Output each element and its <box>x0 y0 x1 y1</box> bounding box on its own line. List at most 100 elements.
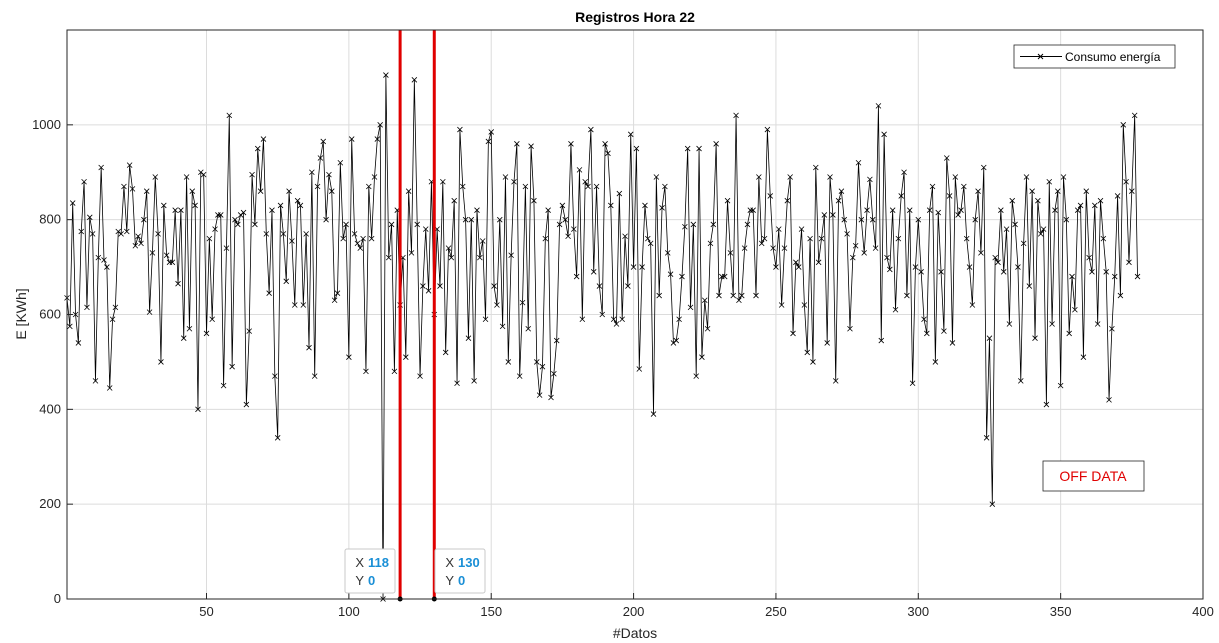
data-point-marker <box>952 174 959 180</box>
data-point-marker <box>966 264 973 270</box>
data-point-marker <box>738 292 745 299</box>
data-point-marker <box>975 188 981 194</box>
data-point-marker <box>576 167 583 173</box>
data-point-marker <box>627 131 634 138</box>
data-point-marker <box>724 197 731 204</box>
data-point-marker <box>505 359 512 365</box>
data-point-marker <box>682 223 688 230</box>
data-point-marker <box>1083 188 1090 194</box>
data-point-marker <box>1109 325 1115 332</box>
data-point-marker <box>616 190 623 197</box>
data-point-marker <box>303 231 309 237</box>
data-point-marker <box>795 264 802 270</box>
data-point-marker <box>146 309 153 315</box>
datatip-y-value: 0 <box>368 573 375 588</box>
data-point-marker <box>608 202 614 209</box>
data-point-marker <box>943 155 950 161</box>
data-point-marker <box>403 354 409 360</box>
data-point-marker <box>875 103 882 109</box>
data-point-marker <box>753 292 759 299</box>
data-point-marker <box>813 164 819 171</box>
data-point-marker <box>847 325 853 332</box>
data-point-marker <box>129 186 136 192</box>
data-point-marker <box>721 273 728 280</box>
data-point-marker <box>869 216 876 223</box>
data-point-marker <box>425 288 432 294</box>
datatip-x-label: X <box>355 555 364 570</box>
data-point-marker <box>417 373 423 379</box>
data-point-marker <box>588 126 594 133</box>
data-point-marker <box>1080 354 1087 360</box>
datatip-2[interactable]: X 130 Y 0 <box>434 548 486 594</box>
x-tick-label: 350 <box>1050 604 1072 619</box>
data-point-marker <box>328 188 335 194</box>
data-point-marker <box>269 207 275 213</box>
data-point-marker <box>149 250 156 256</box>
data-point-marker <box>388 221 395 228</box>
data-point-marker <box>955 212 961 218</box>
data-point-marker <box>929 183 936 190</box>
data-point-marker <box>730 292 737 299</box>
datatip-x-value: 118 <box>368 555 389 570</box>
data-point-marker <box>775 226 782 232</box>
data-point-marker <box>978 250 984 256</box>
data-point-marker <box>770 245 776 251</box>
data-point-marker <box>1003 226 1010 232</box>
data-point-marker <box>585 183 591 190</box>
data-point-marker <box>346 354 352 360</box>
y-axis-title: E [KWh] <box>13 288 29 339</box>
data-point-marker <box>343 221 349 228</box>
data-point-marker <box>887 266 893 273</box>
data-point-marker <box>676 316 682 323</box>
data-point-marker <box>1012 221 1018 228</box>
data-point-marker <box>656 292 662 299</box>
data-point-marker <box>516 373 523 379</box>
data-point-marker <box>508 252 514 259</box>
datatips-layer: X 118 Y 0 X 130 Y 0 <box>344 548 486 594</box>
data-point-marker <box>488 129 495 135</box>
data-point-marker <box>1017 378 1024 384</box>
data-point-marker <box>331 297 338 304</box>
data-point-marker <box>479 238 486 244</box>
data-point-marker <box>1111 273 1118 280</box>
data-point-marker <box>203 330 210 337</box>
data-point-marker <box>289 238 295 244</box>
legend[interactable]: Consumo energía <box>1013 44 1176 69</box>
datatip-1[interactable]: X 118 Y 0 <box>344 548 396 594</box>
data-point-marker <box>690 221 697 228</box>
data-point-marker <box>1120 122 1127 128</box>
datatip-y-label: Y <box>355 573 364 588</box>
data-point-marker <box>383 72 389 78</box>
data-point-marker <box>727 250 734 256</box>
chart-title: Registros Hora 22 <box>575 9 695 25</box>
data-point-marker <box>95 254 102 261</box>
data-point-marker <box>650 411 657 417</box>
data-point-marker <box>317 155 324 161</box>
data-point-marker <box>533 359 540 365</box>
data-point-marker <box>684 145 691 152</box>
data-point-marker <box>1117 292 1124 299</box>
data-point-marker <box>86 214 93 221</box>
data-point-marker <box>918 269 924 275</box>
data-point-marker <box>921 316 927 323</box>
data-point-marker <box>605 150 611 157</box>
data-point-marker <box>1035 197 1041 204</box>
off-data-annotation: OFF DATA <box>1042 460 1145 492</box>
data-point-marker <box>422 226 429 232</box>
data-point-marker <box>659 205 665 211</box>
data-point-marker <box>98 164 104 171</box>
data-point-marker <box>186 325 193 332</box>
data-point-marker <box>906 207 913 213</box>
data-point-marker <box>121 183 127 190</box>
data-point-marker <box>713 141 719 147</box>
data-point-marker <box>1040 226 1047 232</box>
datatip-x-label: X <box>445 555 454 570</box>
data-point-marker <box>926 207 933 213</box>
data-point-marker <box>371 174 378 180</box>
data-point-marker <box>101 257 107 263</box>
data-point-marker <box>892 306 899 313</box>
data-point-marker <box>1114 193 1121 199</box>
legend-box <box>1013 44 1176 69</box>
data-point-marker <box>502 174 509 180</box>
data-point-marker <box>135 233 141 240</box>
